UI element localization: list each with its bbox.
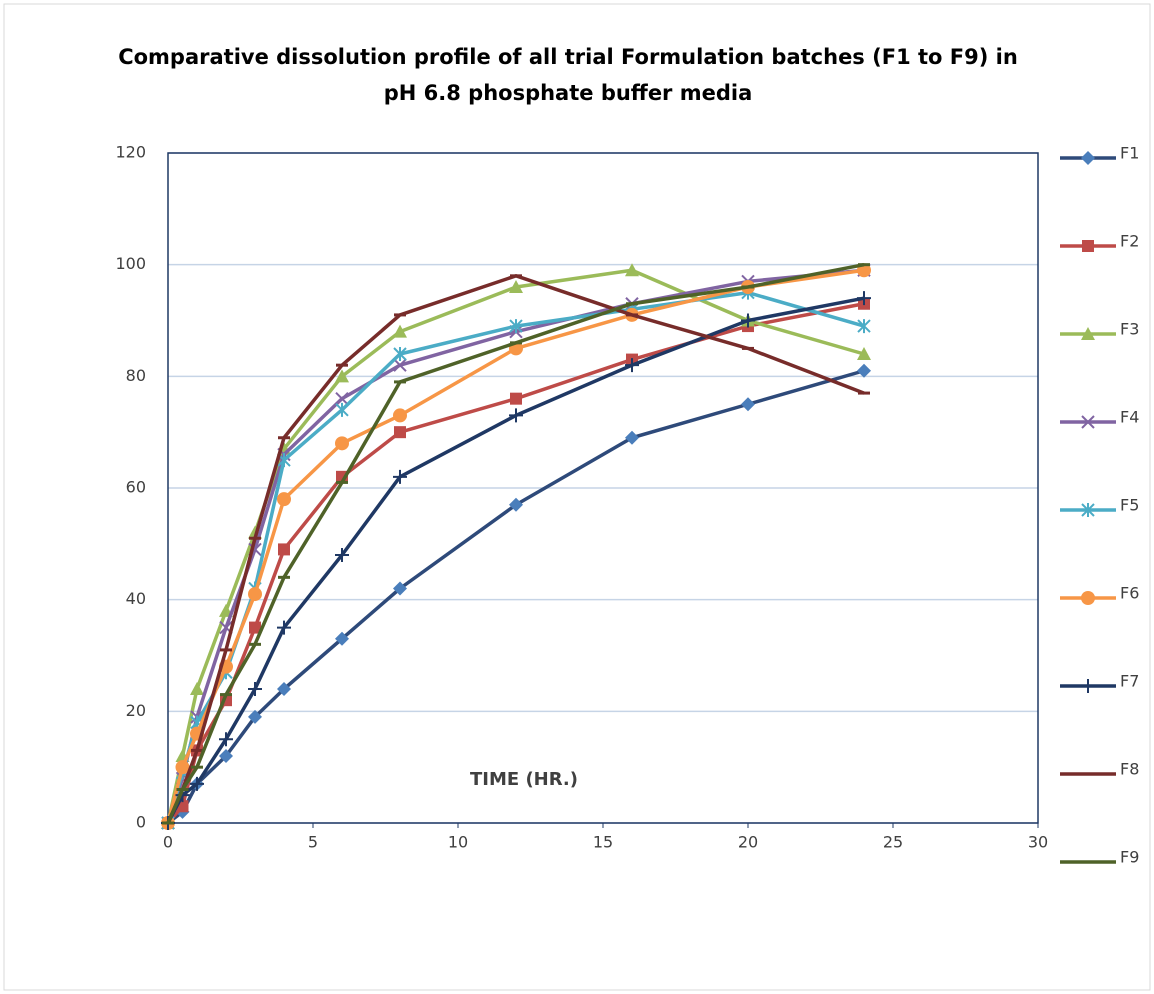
- legend-label: F7: [1120, 672, 1139, 691]
- x-tick-label: 5: [308, 833, 318, 852]
- x-tick-label: 10: [448, 833, 468, 852]
- data-point: [248, 682, 262, 696]
- series-line: [166, 262, 865, 824]
- legend-label: F6: [1120, 584, 1139, 603]
- data-point: [335, 631, 349, 646]
- data-point: [510, 392, 522, 405]
- data-point: [393, 358, 407, 372]
- legend-marker: [1082, 240, 1094, 252]
- legend-marker: [1081, 415, 1095, 429]
- data-point: [335, 369, 349, 383]
- data-point: [393, 347, 407, 361]
- data-point: [394, 426, 406, 439]
- plot-border: [167, 152, 1039, 824]
- legend-label: F4: [1120, 408, 1139, 427]
- y-tick-label: 40: [126, 589, 146, 608]
- legend-label: F1: [1120, 144, 1139, 163]
- data-point: [335, 436, 349, 451]
- data-point: [509, 280, 523, 293]
- data-point: [857, 291, 871, 306]
- legend-marker: [1081, 503, 1095, 517]
- legend-label: F5: [1120, 496, 1139, 515]
- legend-label: F3: [1120, 320, 1139, 339]
- data-point: [393, 469, 407, 484]
- data-point: [335, 548, 349, 562]
- data-point: [625, 263, 639, 277]
- y-tick-label: 20: [126, 701, 146, 720]
- legend-label: F9: [1120, 848, 1139, 867]
- chart-frame: [3, 3, 1151, 991]
- y-tick-label: 100: [115, 254, 146, 273]
- data-point: [248, 587, 262, 602]
- data-point: [277, 620, 291, 635]
- legend-marker: [1081, 151, 1095, 165]
- legend-label: F8: [1120, 760, 1139, 779]
- legend-label: F2: [1120, 232, 1139, 251]
- data-point: [335, 402, 349, 417]
- data-point: [857, 319, 871, 334]
- data-point: [248, 709, 262, 724]
- series-line: [166, 274, 865, 824]
- data-point: [277, 682, 291, 696]
- data-point: [509, 319, 523, 334]
- data-point: [175, 760, 190, 775]
- legend-marker: [1081, 679, 1095, 693]
- x-tick-label: 30: [1028, 833, 1048, 852]
- data-point: [277, 492, 291, 507]
- data-point: [509, 408, 523, 423]
- chart-title: pH 6.8 phosphate buffer media: [384, 81, 753, 105]
- data-point: [741, 313, 755, 328]
- data-point: [335, 391, 349, 406]
- data-point: [219, 749, 233, 763]
- series-line: [166, 296, 865, 824]
- data-point: [509, 497, 523, 512]
- data-point: [393, 408, 407, 423]
- series-line: [166, 268, 865, 824]
- y-tick-label: 60: [126, 478, 146, 497]
- data-point: [741, 397, 755, 412]
- series-line: [166, 369, 865, 825]
- data-point: [190, 682, 204, 695]
- data-point: [190, 776, 204, 791]
- x-tick-label: 0: [163, 833, 173, 852]
- y-tick-label: 80: [126, 366, 146, 385]
- legend-marker: [1081, 327, 1095, 340]
- x-tick-label: 15: [593, 833, 613, 852]
- data-point: [219, 732, 233, 747]
- y-tick-label: 120: [115, 143, 146, 162]
- data-point: [857, 347, 871, 360]
- data-point: [393, 324, 407, 338]
- x-axis-label: TIME (HR.): [470, 769, 578, 790]
- data-point: [857, 363, 871, 378]
- x-tick-label: 25: [883, 833, 903, 852]
- data-point: [393, 581, 407, 596]
- chart-title: Comparative dissolution profile of all t…: [118, 45, 1018, 69]
- data-point: [625, 430, 639, 445]
- x-tick-label: 20: [738, 833, 758, 852]
- y-tick-label: 0: [136, 813, 146, 832]
- data-point: [625, 358, 639, 373]
- data-point: [249, 621, 261, 634]
- legend-marker: [1081, 591, 1095, 605]
- data-point: [278, 543, 290, 556]
